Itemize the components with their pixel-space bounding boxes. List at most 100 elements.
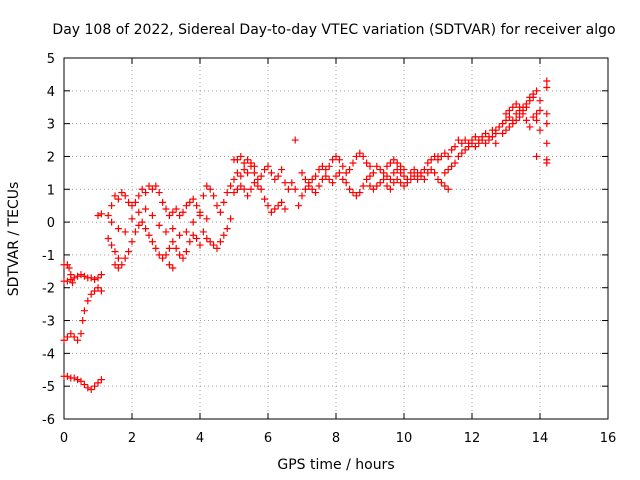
data-point-plus [492,129,500,137]
data-point-plus [471,133,479,141]
data-point-plus [91,382,99,390]
x-tick-label: 10 [396,431,413,446]
data-point-plus [448,162,456,170]
data-point-plus [165,244,173,252]
data-point-plus [529,93,537,101]
data-point-plus [390,156,398,164]
data-point-plus [441,169,449,177]
data-point-plus [278,198,286,206]
data-point-plus [244,156,252,164]
data-point-plus [495,123,503,131]
y-tick-label: -3 [42,315,55,330]
data-point-plus [478,136,486,144]
data-point-plus [315,182,323,190]
y-tick-label: -6 [42,413,55,428]
data-point-plus [159,254,167,262]
data-point-plus [135,208,143,216]
data-point-plus [298,192,306,200]
data-point-plus [145,182,153,190]
data-point-plus [305,179,313,187]
data-point-plus [87,274,95,282]
data-point-plus [80,381,88,389]
data-point-plus [322,166,330,174]
data-point-plus [128,202,136,210]
data-point-plus [74,336,82,344]
data-point-plus [142,189,150,197]
y-tick-label: -2 [42,282,55,297]
data-point-plus [182,228,190,236]
data-point-plus [373,182,381,190]
y-tick-label: -5 [42,380,55,395]
x-axis-tick-labels: 0 2 4 6 8 10 12 14 16 [60,431,616,446]
data-point-plus [138,218,146,226]
data-point-plus [499,129,507,137]
data-point-plus [169,208,177,216]
data-point-plus [104,212,112,220]
data-point-plus [393,159,401,167]
data-point-plus [281,179,289,187]
data-point-plus [261,166,269,174]
data-point-plus [543,120,551,128]
data-point-plus [94,274,102,282]
data-point-plus [437,152,445,160]
data-point-plus [284,185,292,193]
data-point-plus [431,169,439,177]
data-point-plus [169,225,177,233]
y-tick-label: -1 [42,249,55,264]
data-point-plus [291,136,299,144]
data-point-plus [121,192,129,200]
data-point-plus [206,185,214,193]
data-point-plus [128,238,136,246]
data-point-plus [77,377,85,385]
data-point-plus [240,185,248,193]
data-point-plus [376,166,384,174]
data-point-plus [186,198,194,206]
data-point-plus [352,152,360,160]
data-point-plus [543,84,551,92]
data-point-plus [203,182,211,190]
data-point-plus [427,156,435,164]
x-tick-label: 16 [600,431,617,446]
data-point-plus [80,307,88,315]
data-point-plus [148,185,156,193]
data-point-plus [505,107,513,115]
x-tick-label: 8 [332,431,340,446]
data-point-plus [400,166,408,174]
data-point-plus [454,152,462,160]
data-point-plus [94,379,102,387]
data-point-plus [94,212,102,220]
data-point-plus [465,143,473,151]
data-point-plus [244,169,252,177]
data-point-plus [210,241,218,249]
data-point-plus [434,156,442,164]
data-point-plus [108,241,116,249]
data-point-plus [125,198,133,206]
data-point-plus [363,159,371,167]
data-point-plus [196,208,204,216]
data-point-plus [291,185,299,193]
data-point-plus [505,123,513,131]
data-point-plus [216,208,224,216]
data-point-plus [213,202,221,210]
data-point-plus [131,228,139,236]
data-point-plus [84,384,92,392]
data-point-plus [213,244,221,252]
data-point-plus [441,149,449,157]
data-point-plus [369,185,377,193]
data-point-plus [97,287,105,295]
data-point-plus [97,210,105,218]
data-point-plus [339,175,347,183]
data-point-plus [118,261,126,269]
x-tick-label: 14 [532,431,549,446]
data-point-plus [240,166,248,174]
data-point-plus [301,185,309,193]
data-point-plus [79,317,87,325]
data-point-plus [298,169,306,177]
data-point-plus [91,276,99,284]
data-point-plus [492,139,500,147]
data-point-plus [152,244,160,252]
data-point-plus [247,185,255,193]
data-point-plus [128,215,136,223]
data-point-plus [488,133,496,141]
data-point-plus [230,175,238,183]
